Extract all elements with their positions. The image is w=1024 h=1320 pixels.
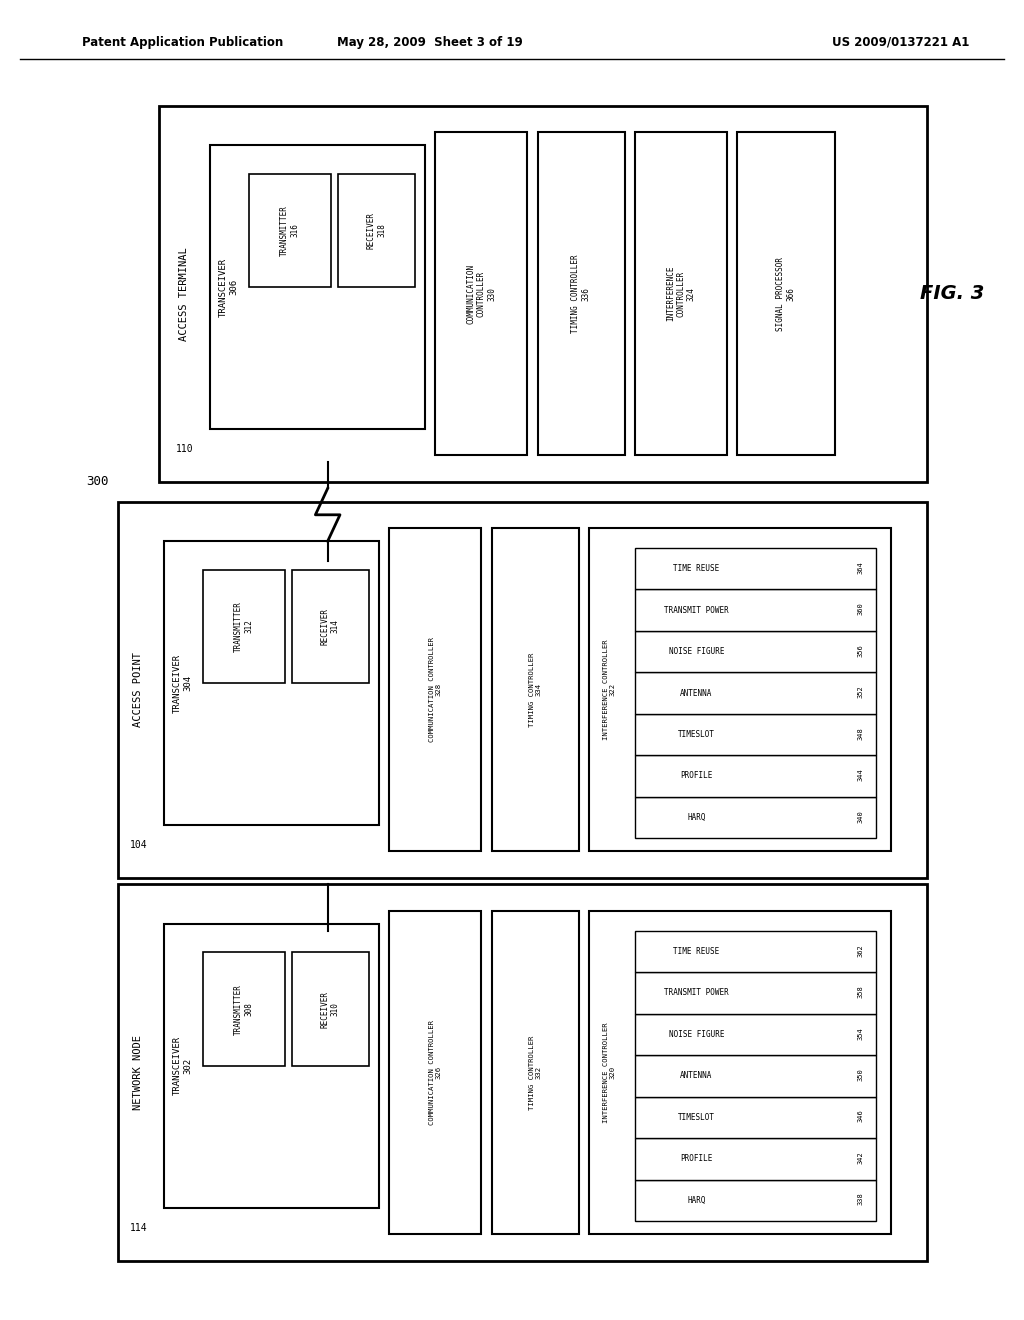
Text: Patent Application Publication: Patent Application Publication: [82, 36, 284, 49]
Bar: [203, 953, 285, 1067]
Text: 104: 104: [129, 840, 147, 850]
Text: TRANSCEIVER
304: TRANSCEIVER 304: [173, 653, 191, 713]
Bar: [538, 132, 625, 455]
Bar: [635, 714, 876, 755]
Bar: [635, 797, 876, 838]
Bar: [249, 174, 331, 288]
Bar: [635, 1014, 876, 1055]
Text: HARQ: HARQ: [687, 1196, 706, 1205]
Text: HARQ: HARQ: [687, 813, 706, 822]
Text: PROFILE: PROFILE: [680, 1154, 713, 1163]
Text: RECEIVER
318: RECEIVER 318: [367, 211, 386, 249]
Bar: [635, 1097, 876, 1138]
Text: TRANSMITTER
316: TRANSMITTER 316: [281, 205, 299, 256]
Text: 358: 358: [857, 985, 863, 998]
Text: 342: 342: [857, 1151, 863, 1164]
Text: TIMING CONTROLLER
336: TIMING CONTROLLER 336: [571, 255, 591, 333]
Text: TRANSCEIVER
302: TRANSCEIVER 302: [173, 1036, 191, 1096]
Text: INTERFERENCE
CONTROLLER
324: INTERFERENCE CONTROLLER 324: [666, 265, 696, 322]
Text: COMMUNICATION
CONTROLLER
330: COMMUNICATION CONTROLLER 330: [466, 264, 497, 323]
Bar: [164, 924, 379, 1208]
Text: 360: 360: [857, 602, 863, 615]
Text: COMMUNICATION CONTROLLER
328: COMMUNICATION CONTROLLER 328: [429, 638, 441, 742]
Text: 114: 114: [129, 1222, 147, 1233]
Text: FIG. 3: FIG. 3: [921, 284, 984, 304]
Text: ACCESS POINT: ACCESS POINT: [133, 652, 143, 727]
Text: RECEIVER
314: RECEIVER 314: [321, 607, 340, 645]
Bar: [435, 132, 527, 455]
Text: TRANSMITTER
308: TRANSMITTER 308: [234, 983, 253, 1035]
Text: TRANSMIT POWER: TRANSMIT POWER: [664, 989, 729, 998]
Bar: [389, 911, 481, 1234]
Text: 338: 338: [857, 1193, 863, 1205]
Text: INTERFERENCE CONTROLLER
322: INTERFERENCE CONTROLLER 322: [603, 639, 615, 741]
Text: 354: 354: [857, 1027, 863, 1040]
Text: 362: 362: [857, 944, 863, 957]
Text: 356: 356: [857, 644, 863, 657]
Text: 352: 352: [857, 685, 863, 698]
Bar: [635, 931, 876, 972]
Text: May 28, 2009  Sheet 3 of 19: May 28, 2009 Sheet 3 of 19: [337, 36, 523, 49]
Text: TIMESLOT: TIMESLOT: [678, 730, 715, 739]
Text: 340: 340: [857, 810, 863, 822]
Text: ANTENNA: ANTENNA: [680, 1072, 713, 1080]
Text: RECEIVER
310: RECEIVER 310: [321, 990, 340, 1028]
Text: TRANSCEIVER
306: TRANSCEIVER 306: [219, 257, 238, 317]
Bar: [292, 953, 369, 1067]
Text: 300: 300: [86, 475, 109, 488]
Text: TRANSMITTER
312: TRANSMITTER 312: [234, 601, 253, 652]
Bar: [635, 972, 876, 1014]
Bar: [635, 631, 876, 672]
Text: TIME REUSE: TIME REUSE: [673, 564, 720, 573]
Text: US 2009/0137221 A1: US 2009/0137221 A1: [833, 36, 970, 49]
Bar: [635, 1180, 876, 1221]
Bar: [635, 672, 876, 714]
Bar: [164, 541, 379, 825]
Text: SIGNAL PROCESSOR
366: SIGNAL PROCESSOR 366: [776, 256, 796, 331]
Bar: [737, 132, 835, 455]
Bar: [635, 548, 876, 589]
Bar: [203, 570, 285, 684]
Bar: [635, 589, 876, 631]
Text: 344: 344: [857, 768, 863, 781]
Bar: [492, 528, 579, 851]
Bar: [635, 1138, 876, 1180]
Bar: [492, 911, 579, 1234]
Text: 346: 346: [857, 1110, 863, 1122]
Text: 348: 348: [857, 727, 863, 739]
Bar: [338, 174, 415, 288]
Text: 350: 350: [857, 1068, 863, 1081]
Text: NOISE FIGURE: NOISE FIGURE: [669, 1030, 724, 1039]
Bar: [589, 528, 891, 851]
Bar: [118, 884, 927, 1261]
Bar: [210, 145, 425, 429]
Text: NETWORK NODE: NETWORK NODE: [133, 1035, 143, 1110]
Bar: [389, 528, 481, 851]
Bar: [292, 570, 369, 684]
Text: TIMESLOT: TIMESLOT: [678, 1113, 715, 1122]
Text: TIMING CONTROLLER
332: TIMING CONTROLLER 332: [528, 1035, 542, 1110]
Text: TRANSMIT POWER: TRANSMIT POWER: [664, 606, 729, 615]
Bar: [635, 755, 876, 797]
Text: PROFILE: PROFILE: [680, 771, 713, 780]
Text: TIME REUSE: TIME REUSE: [673, 946, 720, 956]
Text: NOISE FIGURE: NOISE FIGURE: [669, 647, 724, 656]
Bar: [159, 106, 927, 482]
Text: TIMING CONTROLLER
334: TIMING CONTROLLER 334: [528, 652, 542, 727]
Text: INTERFERENCE CONTROLLER
320: INTERFERENCE CONTROLLER 320: [603, 1022, 615, 1123]
Text: 364: 364: [857, 561, 863, 574]
Bar: [589, 911, 891, 1234]
Text: COMMUNICATION CONTROLLER
326: COMMUNICATION CONTROLLER 326: [429, 1020, 441, 1125]
Text: ANTENNA: ANTENNA: [680, 689, 713, 697]
Bar: [635, 1055, 876, 1097]
Text: 110: 110: [175, 444, 194, 454]
Bar: [635, 132, 727, 455]
Bar: [118, 502, 927, 878]
Text: ACCESS TERMINAL: ACCESS TERMINAL: [179, 247, 189, 341]
